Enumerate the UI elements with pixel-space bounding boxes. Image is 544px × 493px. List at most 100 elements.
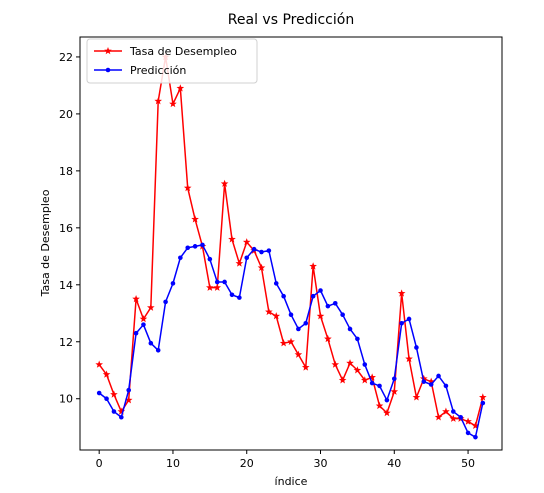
data-point-prediccion [473, 434, 478, 440]
data-point-real [169, 99, 177, 108]
data-point-prediccion [296, 326, 301, 332]
data-point-prediccion [214, 279, 220, 285]
x-tick-label: 40 [387, 457, 401, 470]
data-point-real [176, 84, 185, 92]
data-point-real [449, 414, 458, 422]
data-point-real [427, 377, 435, 385]
data-point-prediccion [443, 383, 449, 389]
data-point-prediccion [458, 414, 463, 420]
data-point-real [434, 413, 443, 421]
data-point-real [464, 417, 472, 425]
data-point-real [412, 393, 421, 401]
data-point-real [257, 263, 266, 271]
legend: Tasa de Desempleo Predicción [86, 38, 258, 84]
data-point-prediccion [347, 326, 353, 332]
data-point-real [228, 235, 236, 243]
data-point-real [397, 289, 406, 297]
data-point-real [324, 334, 332, 343]
data-point-real [124, 396, 133, 404]
x-tick-label: 30 [314, 457, 328, 470]
data-point-prediccion [119, 414, 124, 420]
data-point-prediccion [451, 409, 456, 414]
data-point-real [213, 283, 222, 291]
x-tick-label: 50 [461, 457, 475, 470]
data-point-real [279, 339, 288, 347]
data-point-real [353, 366, 362, 374]
data-point-prediccion [148, 340, 154, 346]
data-point-prediccion [421, 379, 427, 384]
data-point-prediccion [170, 281, 176, 286]
legend-box [86, 38, 258, 84]
data-point-prediccion [178, 255, 183, 261]
data-point-real [479, 393, 487, 401]
data-point-real [309, 262, 317, 270]
data-point-real [346, 359, 354, 367]
data-point-prediccion [384, 397, 390, 403]
data-point-prediccion [362, 362, 368, 367]
data-point-real [360, 376, 369, 384]
data-point-prediccion [369, 380, 375, 386]
data-point-prediccion [207, 256, 213, 262]
data-point-prediccion [391, 376, 397, 382]
data-point-prediccion [200, 242, 205, 248]
chart-title: Real vs Predicción [228, 12, 354, 28]
data-point-real [102, 370, 111, 378]
data-point-real [272, 312, 281, 320]
data-point-real [265, 307, 273, 316]
data-point-real [471, 421, 480, 430]
data-point-real [110, 390, 118, 398]
data-point-prediccion [377, 383, 382, 389]
y-tick-label: 22 [59, 51, 73, 64]
data-point-prediccion [244, 255, 250, 261]
data-point-real [191, 215, 199, 223]
data-point-real [154, 97, 163, 105]
data-point-real [375, 401, 384, 410]
data-point-real [316, 312, 325, 320]
data-point-prediccion [96, 390, 102, 396]
y-tick-label: 16 [59, 222, 73, 235]
data-point-prediccion [163, 299, 168, 305]
data-point-prediccion [428, 382, 434, 387]
data-point-real [220, 179, 229, 187]
legend-label-real: Tasa de Desempleo [129, 45, 237, 58]
data-point-prediccion [185, 245, 191, 251]
legend-marker-prediccion [105, 67, 111, 73]
data-point-prediccion [222, 279, 227, 285]
y-tick-label: 10 [59, 393, 73, 406]
series-layer [95, 52, 487, 440]
x-tick-label: 10 [166, 457, 180, 470]
data-point-real [183, 183, 192, 192]
data-point-real [206, 283, 214, 291]
data-point-real [338, 376, 347, 384]
series-line-real [98, 56, 484, 427]
data-point-prediccion [355, 336, 360, 342]
data-point-real [383, 408, 391, 417]
x-axis: 0 10 20 30 40 50 [96, 450, 475, 470]
y-tick-label: 14 [59, 279, 73, 292]
legend-marker-real [104, 47, 112, 55]
data-point-prediccion [406, 316, 412, 322]
data-point-prediccion [237, 295, 242, 300]
data-point-prediccion [325, 303, 331, 309]
data-point-prediccion [480, 400, 486, 406]
x-axis-label: índice [275, 475, 308, 488]
data-point-prediccion [141, 322, 146, 327]
data-point-real [147, 303, 155, 311]
data-point-prediccion [465, 430, 471, 436]
y-tick-label: 12 [59, 336, 73, 349]
data-point-prediccion [259, 249, 264, 255]
data-point-real [442, 407, 450, 415]
data-point-real [132, 295, 140, 303]
data-point-prediccion [266, 248, 272, 253]
data-point-real [242, 238, 251, 246]
data-point-prediccion [133, 330, 139, 336]
data-point-real [287, 337, 295, 345]
data-point-prediccion [155, 348, 161, 353]
data-point-prediccion [251, 246, 257, 252]
y-tick-label: 20 [59, 108, 73, 121]
legend-label-prediccion: Predicción [130, 64, 186, 77]
data-point-prediccion [414, 345, 419, 350]
data-point-prediccion [192, 244, 198, 249]
data-point-prediccion [273, 281, 279, 286]
